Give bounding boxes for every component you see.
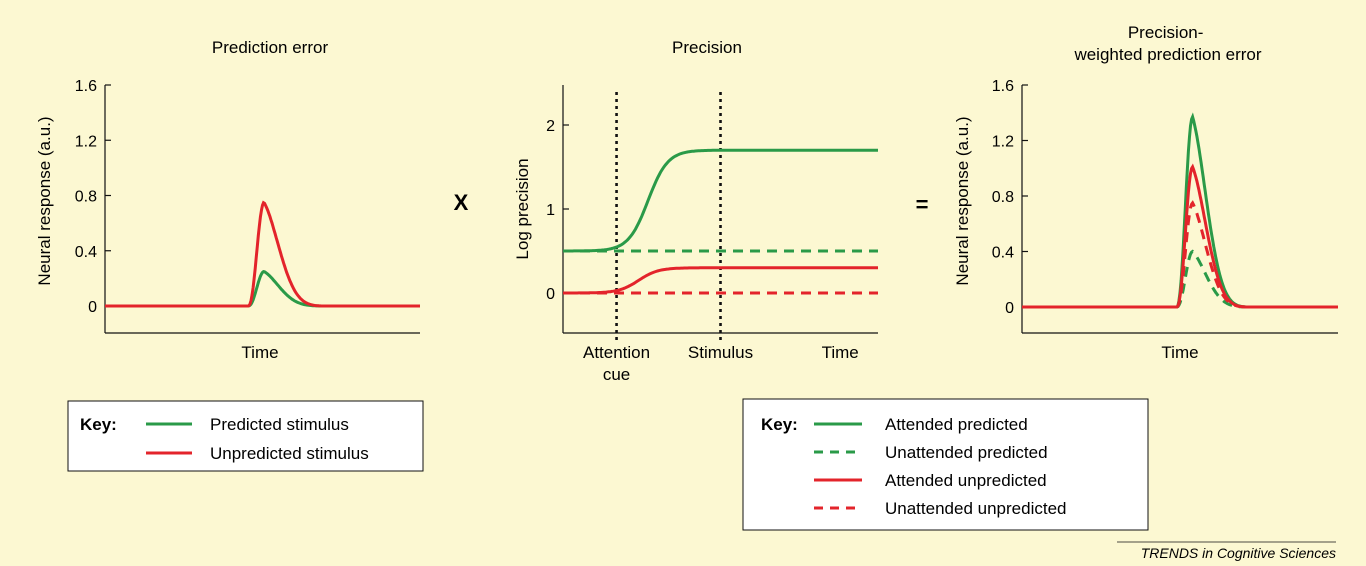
source-credit: TRENDS in Cognitive Sciences	[1141, 545, 1336, 561]
legend-items: Predicted stimulus Unpredicted stimulus	[146, 415, 369, 463]
legend-label: Attended unpredicted	[885, 471, 1047, 490]
series-group	[105, 200, 420, 308]
series-line-1	[105, 200, 420, 308]
chart-title-line-2: weighted prediction error	[1073, 45, 1261, 64]
y-axis-label: Log precision	[513, 158, 532, 259]
y-tick-group: 0 0.4 0.8 1.2 1.6	[992, 78, 1028, 317]
x-axis-label: Time	[1161, 343, 1198, 362]
legend-right: Key: Attended predicted Unattended predic…	[742, 398, 1149, 531]
legend-label: Attended predicted	[885, 415, 1028, 434]
x-annotation-group: Attention cue Stimulus Time	[583, 343, 859, 384]
chart-precision-weighted-prediction-error: Precision- weighted prediction error 0 0.…	[953, 23, 1338, 362]
y-tick-label: 0.8	[992, 189, 1014, 206]
series-line-3	[1022, 200, 1338, 309]
legend-left: Key: Predicted stimulus Unpredicted stimu…	[67, 400, 424, 472]
y-axis-label: Neural response (a.u.)	[35, 116, 54, 285]
x-annotation: Stimulus	[688, 343, 753, 362]
y-tick-label: 1.6	[992, 78, 1014, 95]
y-tick-group: 0 1 2	[546, 118, 569, 303]
y-axis-label: Neural response (a.u.)	[953, 116, 972, 285]
legend-label: Unpredicted stimulus	[210, 444, 369, 463]
equals-operator: =	[916, 192, 929, 217]
x-annotation: Time	[822, 343, 859, 362]
x-axis-label: Time	[241, 343, 278, 362]
y-tick-label: 2	[546, 118, 555, 135]
y-tick-label: 0.8	[75, 189, 97, 206]
series-line-2	[1022, 163, 1338, 309]
legend-label: Unattended unpredicted	[885, 499, 1066, 518]
chart-title-line-1: Precision-	[1128, 23, 1204, 42]
y-tick-label: 0.4	[992, 245, 1014, 262]
legend-label: Unattended predicted	[885, 443, 1048, 462]
series-line-2	[563, 266, 878, 295]
y-tick-label: 1.6	[75, 78, 97, 95]
marker-lines	[615, 92, 722, 340]
legend-label: Predicted stimulus	[210, 415, 349, 434]
y-tick-label: 1	[546, 202, 555, 219]
legend-title: Key:	[80, 415, 117, 434]
y-tick-label: 0.4	[75, 244, 97, 261]
chart-title: Precision	[672, 38, 742, 57]
series-line-0	[1022, 112, 1338, 309]
legend-items: Attended predicted Unattended predicted At…	[814, 415, 1066, 518]
y-tick-label: 0	[1005, 300, 1014, 317]
chart-title: Prediction error	[212, 38, 329, 57]
legend-box	[742, 398, 1149, 531]
y-tick-label: 0	[88, 299, 97, 316]
series-line-0	[563, 148, 878, 253]
series-line-0	[105, 270, 420, 308]
chart-precision: Precision 0 1 2 Log precision Attention cue…	[513, 38, 878, 384]
series-group	[1022, 112, 1338, 309]
x-annotation: Attention cue	[583, 343, 650, 384]
y-tick-label: 1.2	[75, 133, 97, 150]
y-tick-group: 0 0.4 0.8 1.2 1.6	[75, 78, 111, 316]
y-tick-label: 1.2	[992, 134, 1014, 151]
multiply-operator: X	[454, 190, 469, 215]
legend-box	[67, 400, 424, 472]
series-group	[563, 148, 878, 295]
legend-title: Key:	[761, 415, 798, 434]
chart-title: Precision- weighted prediction error	[1073, 23, 1261, 64]
y-tick-label: 0	[546, 286, 555, 303]
chart-prediction-error: Prediction error 0 0.4 0.8 1.2 1.6 Time Neur…	[35, 38, 420, 362]
